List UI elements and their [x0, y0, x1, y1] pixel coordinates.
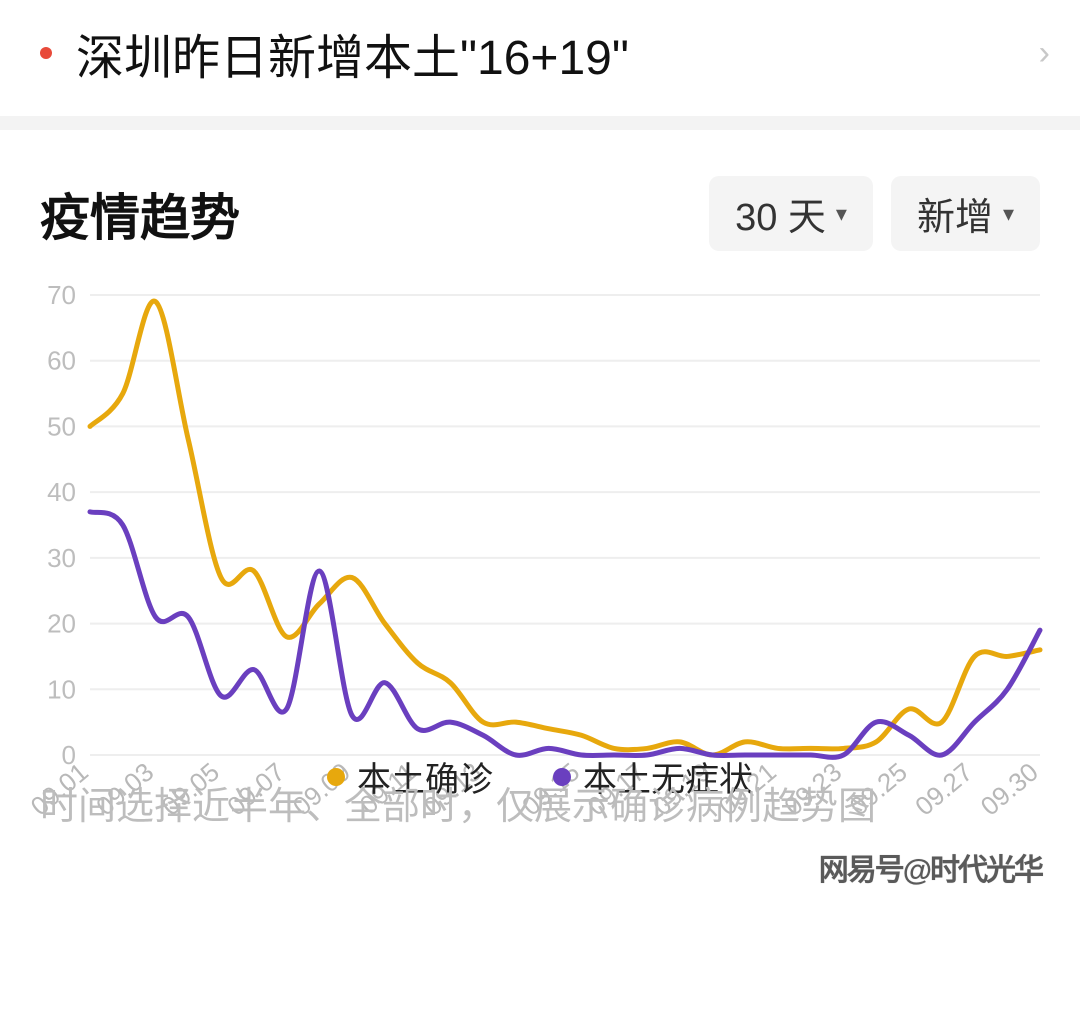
range-label: 30 天	[735, 186, 826, 241]
news-row[interactable]: 深圳昨日新增本土"16+19" ›	[0, 0, 1080, 130]
chart-footnote: 时间选择近半年、全部时，仅展示确诊病例趋势图	[40, 780, 1040, 835]
metric-selector[interactable]: 新增 ▾	[891, 176, 1040, 251]
caret-down-icon: ▾	[1003, 201, 1014, 227]
svg-text:60: 60	[47, 346, 76, 376]
svg-text:50: 50	[47, 411, 76, 441]
caret-down-icon: ▾	[836, 201, 847, 227]
svg-text:40: 40	[47, 477, 76, 507]
svg-text:10: 10	[47, 674, 76, 704]
chevron-right-icon: ›	[1039, 34, 1050, 73]
range-selector[interactable]: 30 天 ▾	[709, 176, 873, 251]
watermark: 网易号@时代光华	[819, 845, 1042, 889]
news-title: 深圳昨日新增本土"16+19"	[76, 18, 1039, 88]
svg-text:70: 70	[47, 280, 76, 310]
metric-label: 新增	[917, 186, 993, 241]
section-title: 疫情趋势	[40, 178, 691, 250]
svg-text:30: 30	[47, 543, 76, 573]
chart-container: 01020304050607009.0109.0309.0509.0709.09…	[0, 261, 1080, 895]
svg-text:20: 20	[47, 609, 76, 639]
section-header: 疫情趋势 30 天 ▾ 新增 ▾	[0, 130, 1080, 261]
bullet-icon	[40, 47, 52, 59]
